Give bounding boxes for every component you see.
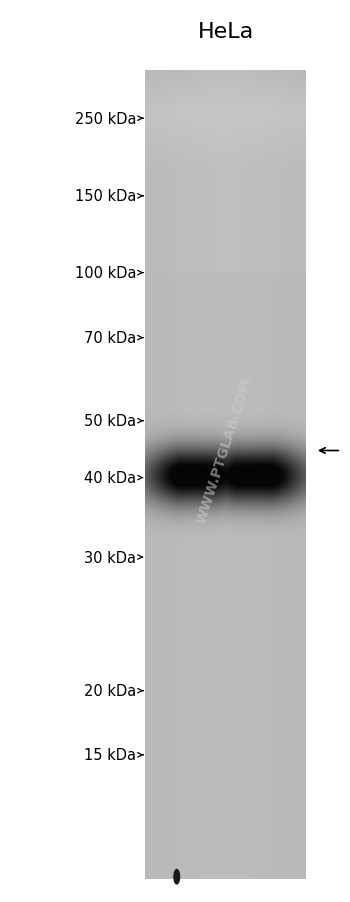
Circle shape bbox=[174, 870, 180, 884]
Text: 20 kDa: 20 kDa bbox=[84, 684, 136, 698]
Text: 30 kDa: 30 kDa bbox=[84, 550, 136, 565]
Text: 150 kDa: 150 kDa bbox=[75, 189, 136, 204]
Text: 100 kDa: 100 kDa bbox=[75, 266, 136, 281]
Text: 40 kDa: 40 kDa bbox=[84, 471, 136, 485]
Text: 70 kDa: 70 kDa bbox=[84, 331, 136, 345]
Text: HeLa: HeLa bbox=[198, 22, 254, 41]
Text: 250 kDa: 250 kDa bbox=[75, 112, 136, 126]
Text: 50 kDa: 50 kDa bbox=[84, 414, 136, 428]
Text: 15 kDa: 15 kDa bbox=[84, 748, 136, 762]
Text: WWW.PTGLAB.COM: WWW.PTGLAB.COM bbox=[194, 376, 254, 526]
